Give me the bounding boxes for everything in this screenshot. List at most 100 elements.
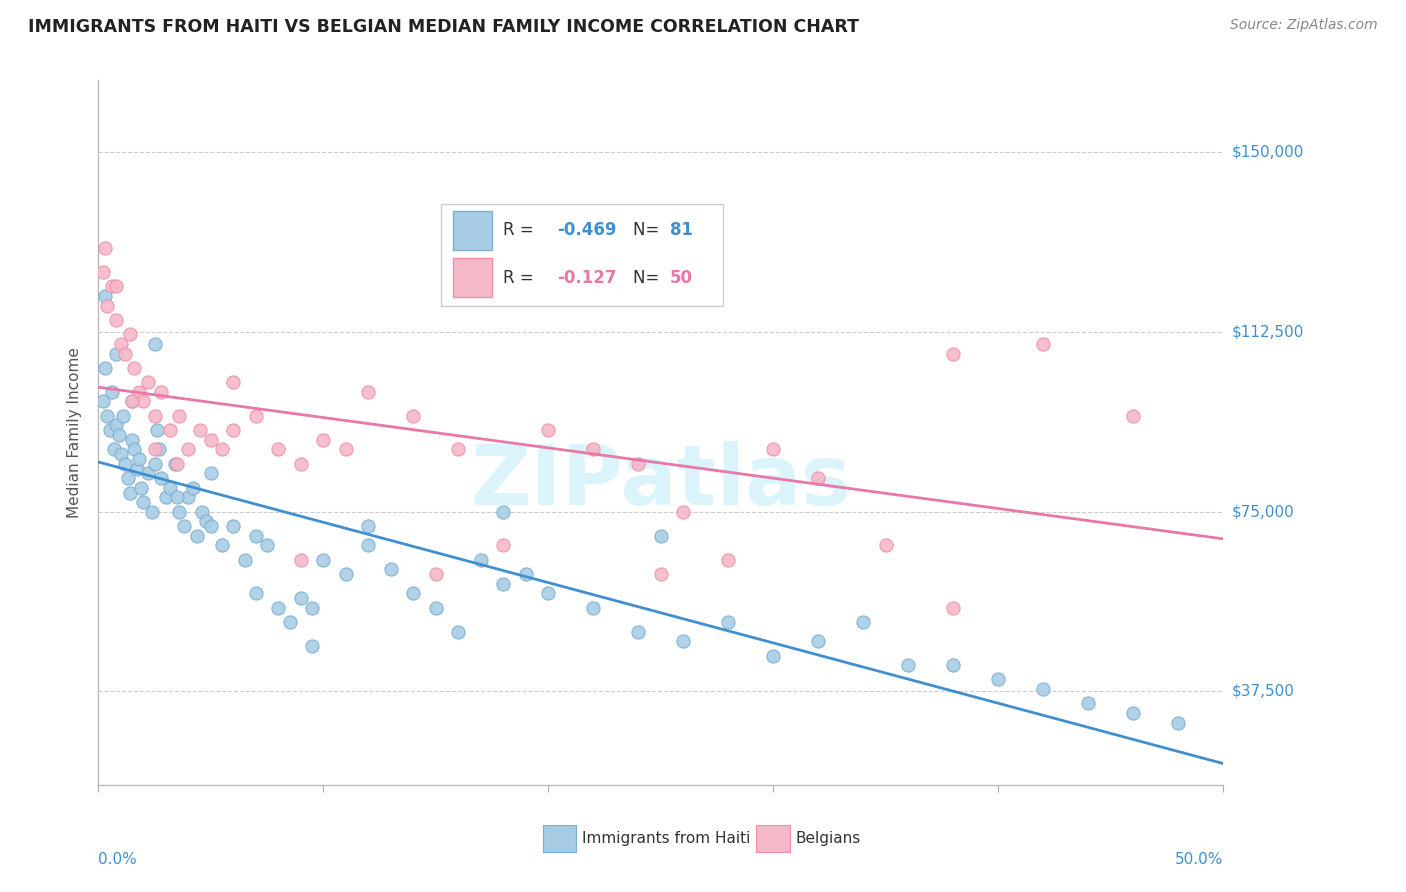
Point xyxy=(672,634,695,648)
Point xyxy=(312,552,335,566)
Point xyxy=(163,457,186,471)
Point xyxy=(169,505,191,519)
FancyBboxPatch shape xyxy=(453,258,492,297)
Point xyxy=(447,624,470,639)
Point xyxy=(537,586,560,600)
Point xyxy=(173,519,195,533)
Point xyxy=(875,538,897,552)
Point xyxy=(1122,706,1144,720)
Point xyxy=(425,600,447,615)
Point xyxy=(132,394,155,409)
Point xyxy=(222,519,245,533)
Point xyxy=(112,409,135,423)
Text: -0.469: -0.469 xyxy=(557,221,617,239)
Point xyxy=(380,562,402,576)
Point xyxy=(98,423,121,437)
Text: N=: N= xyxy=(633,268,664,286)
Point xyxy=(290,552,312,566)
Point xyxy=(211,538,233,552)
Point xyxy=(357,538,380,552)
Text: R =: R = xyxy=(503,221,540,239)
Y-axis label: Median Family Income: Median Family Income xyxy=(67,347,83,518)
Point xyxy=(222,423,245,437)
Point xyxy=(650,567,672,582)
Text: Immigrants from Haiti: Immigrants from Haiti xyxy=(582,831,751,846)
Point xyxy=(650,529,672,543)
Point xyxy=(402,409,425,423)
Point xyxy=(188,423,211,437)
Text: Source: ZipAtlas.com: Source: ZipAtlas.com xyxy=(1230,18,1378,32)
Point xyxy=(357,519,380,533)
Point xyxy=(159,481,181,495)
Point xyxy=(470,552,492,566)
Point xyxy=(159,423,181,437)
Point xyxy=(447,442,470,457)
Point xyxy=(177,442,200,457)
Point xyxy=(492,538,515,552)
Point xyxy=(852,615,875,629)
Text: 0.0%: 0.0% xyxy=(98,852,138,867)
Point xyxy=(96,299,118,313)
Text: Belgians: Belgians xyxy=(796,831,860,846)
Point xyxy=(148,442,170,457)
Point xyxy=(121,394,143,409)
Point xyxy=(762,648,785,663)
Point xyxy=(186,529,208,543)
Point xyxy=(987,673,1010,687)
FancyBboxPatch shape xyxy=(543,825,576,852)
Point xyxy=(1032,682,1054,697)
Point xyxy=(118,485,141,500)
Point xyxy=(181,481,204,495)
Point xyxy=(136,467,159,481)
Point xyxy=(717,552,740,566)
Point xyxy=(1122,409,1144,423)
Point xyxy=(141,505,163,519)
Point xyxy=(335,567,357,582)
Point xyxy=(166,491,188,505)
FancyBboxPatch shape xyxy=(453,211,492,250)
Point xyxy=(627,457,650,471)
Point xyxy=(150,471,173,485)
Text: R =: R = xyxy=(503,268,540,286)
Point xyxy=(105,418,128,433)
Point xyxy=(245,409,267,423)
FancyBboxPatch shape xyxy=(441,203,723,306)
Point xyxy=(110,447,132,461)
Point xyxy=(105,346,128,360)
Point xyxy=(121,433,143,447)
Point xyxy=(146,423,169,437)
Point xyxy=(278,615,301,629)
Point xyxy=(143,337,166,351)
Point xyxy=(357,384,380,399)
Point xyxy=(143,457,166,471)
Point xyxy=(267,600,290,615)
Point xyxy=(132,495,155,509)
Point xyxy=(1167,715,1189,730)
Point xyxy=(125,461,148,475)
Point xyxy=(200,519,222,533)
Point xyxy=(335,442,357,457)
Point xyxy=(91,394,114,409)
Point xyxy=(166,457,188,471)
Point xyxy=(942,346,965,360)
Point xyxy=(290,457,312,471)
Point xyxy=(155,491,177,505)
Point xyxy=(114,457,136,471)
Point xyxy=(121,394,143,409)
Point xyxy=(290,591,312,605)
Point xyxy=(582,600,605,615)
Point xyxy=(94,241,117,255)
Point xyxy=(245,529,267,543)
Point xyxy=(91,265,114,279)
Point xyxy=(1077,697,1099,711)
Point xyxy=(582,442,605,457)
Point xyxy=(94,360,117,375)
Point xyxy=(200,433,222,447)
Point xyxy=(233,552,256,566)
Point xyxy=(492,505,515,519)
Point xyxy=(143,409,166,423)
Point xyxy=(118,327,141,342)
Point xyxy=(672,505,695,519)
Point xyxy=(515,567,537,582)
Point xyxy=(169,409,191,423)
